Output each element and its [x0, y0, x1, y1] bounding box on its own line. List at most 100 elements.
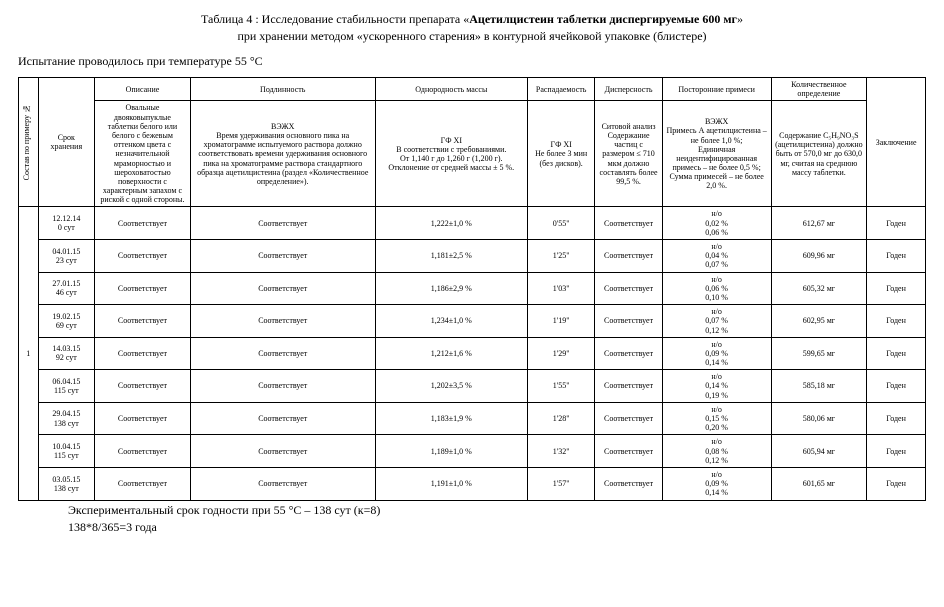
cell-quant: 585,18 мг — [771, 370, 867, 403]
cell-auth: Соответствует — [190, 272, 375, 305]
table-row: 112.12.140 сутСоответствуетСоответствует… — [19, 207, 926, 240]
spec-dispersity: Ситовой анализСодержание частиц с размер… — [595, 101, 662, 207]
cell-auth: Соответствует — [190, 337, 375, 370]
cell-quant: 580,06 мг — [771, 402, 867, 435]
spec-authenticity: ВЭЖХВремя удерживания основного пика на … — [190, 101, 375, 207]
table-row: 10.04.15115 сутСоответствуетСоответствуе… — [19, 435, 926, 468]
spec-disintegration: ГФ XIНе более 3 мин (без дисков). — [527, 101, 594, 207]
cell-imp: н/о0,15 %0,20 % — [662, 402, 771, 435]
spec-description: Овальные двояковыпуклые таблетки белого … — [95, 101, 191, 207]
cell-disp: Соответствует — [595, 337, 662, 370]
cell-mass: 1,181±2,5 % — [375, 240, 527, 273]
spec-impurities: ВЭЖХПримесь А ацетилцистеина – не более … — [662, 101, 771, 207]
cell-concl: Годен — [867, 207, 926, 240]
cell-date: 14.03.1592 сут — [38, 337, 95, 370]
cell-mass: 1,189±1,0 % — [375, 435, 527, 468]
spec-mass-uniformity: ГФ XIВ соответствии с требованиями.От 1,… — [375, 101, 527, 207]
cell-concl: Годен — [867, 305, 926, 338]
header-row-2: Овальные двояковыпуклые таблетки белого … — [19, 101, 926, 207]
cell-desc: Соответствует — [95, 207, 191, 240]
cell-mass: 1,212±1,6 % — [375, 337, 527, 370]
cell-disp: Соответствует — [595, 435, 662, 468]
cell-quant: 609,96 мг — [771, 240, 867, 273]
cell-quant: 602,95 мг — [771, 305, 867, 338]
cell-mass: 1,222±1,0 % — [375, 207, 527, 240]
cell-desc: Соответствует — [95, 467, 191, 500]
cell-auth: Соответствует — [190, 240, 375, 273]
cell-concl: Годен — [867, 272, 926, 305]
cell-disint: 1'57" — [527, 467, 594, 500]
cell-auth: Соответствует — [190, 305, 375, 338]
spec-quantitative: Содержание C₅H₉NO₃S (ацетилцистеина) дол… — [771, 101, 867, 207]
table-row: 29.04.15138 сутСоответствуетСоответствуе… — [19, 402, 926, 435]
cell-imp: н/о0,09 %0,14 % — [662, 337, 771, 370]
col-conclusion: Заключение — [867, 78, 926, 207]
col-authenticity: Подлинность — [190, 78, 375, 101]
cell-date: 27.01.1546 сут — [38, 272, 95, 305]
cell-concl: Годен — [867, 435, 926, 468]
cell-imp: н/о0,04 %0,07 % — [662, 240, 771, 273]
header-row-1: Состав по примеру № Срок хранения Описан… — [19, 78, 926, 101]
cell-mass: 1,202±3,5 % — [375, 370, 527, 403]
cell-disp: Соответствует — [595, 240, 662, 273]
col-mass-uniformity: Однородность массы — [375, 78, 527, 101]
cell-disint: 1'25" — [527, 240, 594, 273]
cell-concl: Годен — [867, 240, 926, 273]
cell-imp: н/о0,07 %0,12 % — [662, 305, 771, 338]
title-bold: Ацетилцистеин таблетки диспергируемые 60… — [469, 12, 737, 26]
cell-date: 06.04.15115 сут — [38, 370, 95, 403]
cell-concl: Годен — [867, 402, 926, 435]
cell-desc: Соответствует — [95, 240, 191, 273]
cell-date: 12.12.140 сут — [38, 207, 95, 240]
cell-date: 03.05.15138 сут — [38, 467, 95, 500]
cell-imp: н/о0,14 %0,19 % — [662, 370, 771, 403]
table-row: 06.04.15115 сутСоответствуетСоответствуе… — [19, 370, 926, 403]
cell-desc: Соответствует — [95, 435, 191, 468]
cell-concl: Годен — [867, 370, 926, 403]
table-row: 19.02.1569 сутСоответствуетСоответствует… — [19, 305, 926, 338]
cell-disp: Соответствует — [595, 305, 662, 338]
cell-date: 10.04.15115 сут — [38, 435, 95, 468]
group-number: 1 — [19, 207, 39, 500]
cell-desc: Соответствует — [95, 305, 191, 338]
cell-disint: 1'32" — [527, 435, 594, 468]
cell-disint: 0'55" — [527, 207, 594, 240]
conditions-text: Испытание проводилось при температуре 55… — [18, 54, 926, 69]
cell-desc: Соответствует — [95, 272, 191, 305]
cell-concl: Годен — [867, 467, 926, 500]
col-disintegration: Распадаемость — [527, 78, 594, 101]
cell-date: 29.04.15138 сут — [38, 402, 95, 435]
cell-auth: Соответствует — [190, 435, 375, 468]
table-subtitle: при хранении методом «ускоренного старен… — [18, 29, 926, 44]
stability-table: Состав по примеру № Срок хранения Описан… — [18, 77, 926, 501]
cell-disint: 1'03" — [527, 272, 594, 305]
cell-imp: н/о0,09 %0,14 % — [662, 467, 771, 500]
cell-disint: 1'29" — [527, 337, 594, 370]
col-impurities: Посторонние примеси — [662, 78, 771, 101]
cell-quant: 612,67 мг — [771, 207, 867, 240]
col-composition: Состав по примеру № — [19, 78, 39, 207]
table-title: Таблица 4 : Исследование стабильности пр… — [18, 12, 926, 27]
col-quantitative: Количественное определение — [771, 78, 867, 101]
table-row: 14.03.1592 сутСоответствуетСоответствует… — [19, 337, 926, 370]
cell-quant: 605,32 мг — [771, 272, 867, 305]
cell-disp: Соответствует — [595, 467, 662, 500]
cell-auth: Соответствует — [190, 467, 375, 500]
cell-concl: Годен — [867, 337, 926, 370]
cell-mass: 1,186±2,9 % — [375, 272, 527, 305]
cell-quant: 601,65 мг — [771, 467, 867, 500]
footer-line-1: Экспериментальный срок годности при 55 °… — [68, 503, 926, 518]
cell-quant: 599,65 мг — [771, 337, 867, 370]
col-dispersity: Дисперсность — [595, 78, 662, 101]
cell-desc: Соответствует — [95, 337, 191, 370]
cell-imp: н/о0,06 %0,10 % — [662, 272, 771, 305]
cell-disp: Соответствует — [595, 402, 662, 435]
title-suffix: » — [737, 12, 743, 26]
title-prefix: Таблица 4 : Исследование стабильности пр… — [201, 12, 469, 26]
table-row: 04.01.1523 сутСоответствуетСоответствует… — [19, 240, 926, 273]
cell-disp: Соответствует — [595, 207, 662, 240]
cell-quant: 605,94 мг — [771, 435, 867, 468]
table-body: 112.12.140 сутСоответствуетСоответствует… — [19, 207, 926, 500]
cell-disp: Соответствует — [595, 272, 662, 305]
cell-desc: Соответствует — [95, 402, 191, 435]
